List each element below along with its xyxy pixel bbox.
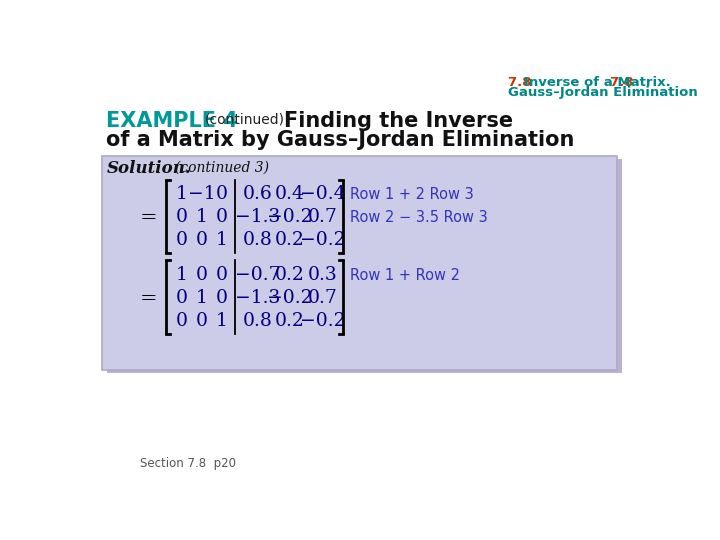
Text: Gauss–Jordan Elimination: Gauss–Jordan Elimination <box>508 86 698 99</box>
Text: −1: −1 <box>188 185 215 203</box>
Text: 0: 0 <box>196 231 207 249</box>
Text: (continued 3): (continued 3) <box>175 160 269 174</box>
Text: 0.4: 0.4 <box>275 185 305 203</box>
Text: 0.8: 0.8 <box>243 312 272 330</box>
Text: 0: 0 <box>196 312 207 330</box>
Text: EXAMPLE 4: EXAMPLE 4 <box>106 111 238 131</box>
Text: (continued): (continued) <box>204 112 284 126</box>
Text: Inverse of a Matrix.: Inverse of a Matrix. <box>524 76 671 89</box>
Text: 1: 1 <box>176 185 187 203</box>
Text: 0.2: 0.2 <box>275 266 305 284</box>
Text: −1.3: −1.3 <box>235 289 280 307</box>
Text: 0: 0 <box>216 208 228 226</box>
Text: −0.2: −0.2 <box>300 231 346 249</box>
FancyBboxPatch shape <box>102 156 617 370</box>
Text: 1: 1 <box>216 312 228 330</box>
Text: 0.2: 0.2 <box>275 231 305 249</box>
Text: 0: 0 <box>196 266 207 284</box>
Text: −0.7: −0.7 <box>235 266 280 284</box>
Text: 0.7: 0.7 <box>307 289 338 307</box>
Text: −0.4: −0.4 <box>300 185 346 203</box>
Text: 0.7: 0.7 <box>307 208 338 226</box>
Text: 0: 0 <box>176 231 187 249</box>
Text: 7.8: 7.8 <box>610 76 638 89</box>
Text: −0.2: −0.2 <box>267 289 312 307</box>
Text: 0.8: 0.8 <box>243 231 272 249</box>
Text: 0: 0 <box>176 289 187 307</box>
Text: −1.3: −1.3 <box>235 208 280 226</box>
Text: =: = <box>140 208 158 227</box>
Text: =: = <box>140 288 158 308</box>
Text: 1: 1 <box>196 289 207 307</box>
Text: Solution.: Solution. <box>107 160 192 177</box>
Text: 0: 0 <box>176 208 187 226</box>
Text: Finding the Inverse: Finding the Inverse <box>284 111 513 131</box>
Text: Section 7.8  p20: Section 7.8 p20 <box>140 457 236 470</box>
Text: Row 2 − 3.5 Row 3: Row 2 − 3.5 Row 3 <box>351 210 488 225</box>
Text: Row 1 + 2 Row 3: Row 1 + 2 Row 3 <box>351 187 474 201</box>
Text: 0.6: 0.6 <box>243 185 272 203</box>
Text: Row 1 + Row 2: Row 1 + Row 2 <box>351 267 460 282</box>
Text: 1: 1 <box>216 231 228 249</box>
Text: 0: 0 <box>216 266 228 284</box>
Text: 7.8: 7.8 <box>508 76 536 89</box>
Text: −0.2: −0.2 <box>300 312 346 330</box>
Text: 1: 1 <box>196 208 207 226</box>
Text: of a Matrix by Gauss–Jordan Elimination: of a Matrix by Gauss–Jordan Elimination <box>106 130 574 150</box>
Text: 0: 0 <box>216 289 228 307</box>
Text: 0: 0 <box>216 185 228 203</box>
Text: 0.2: 0.2 <box>275 312 305 330</box>
Text: 0.3: 0.3 <box>307 266 338 284</box>
Text: 1: 1 <box>176 266 187 284</box>
FancyBboxPatch shape <box>107 159 622 373</box>
Text: −0.2: −0.2 <box>267 208 312 226</box>
Text: 0: 0 <box>176 312 187 330</box>
